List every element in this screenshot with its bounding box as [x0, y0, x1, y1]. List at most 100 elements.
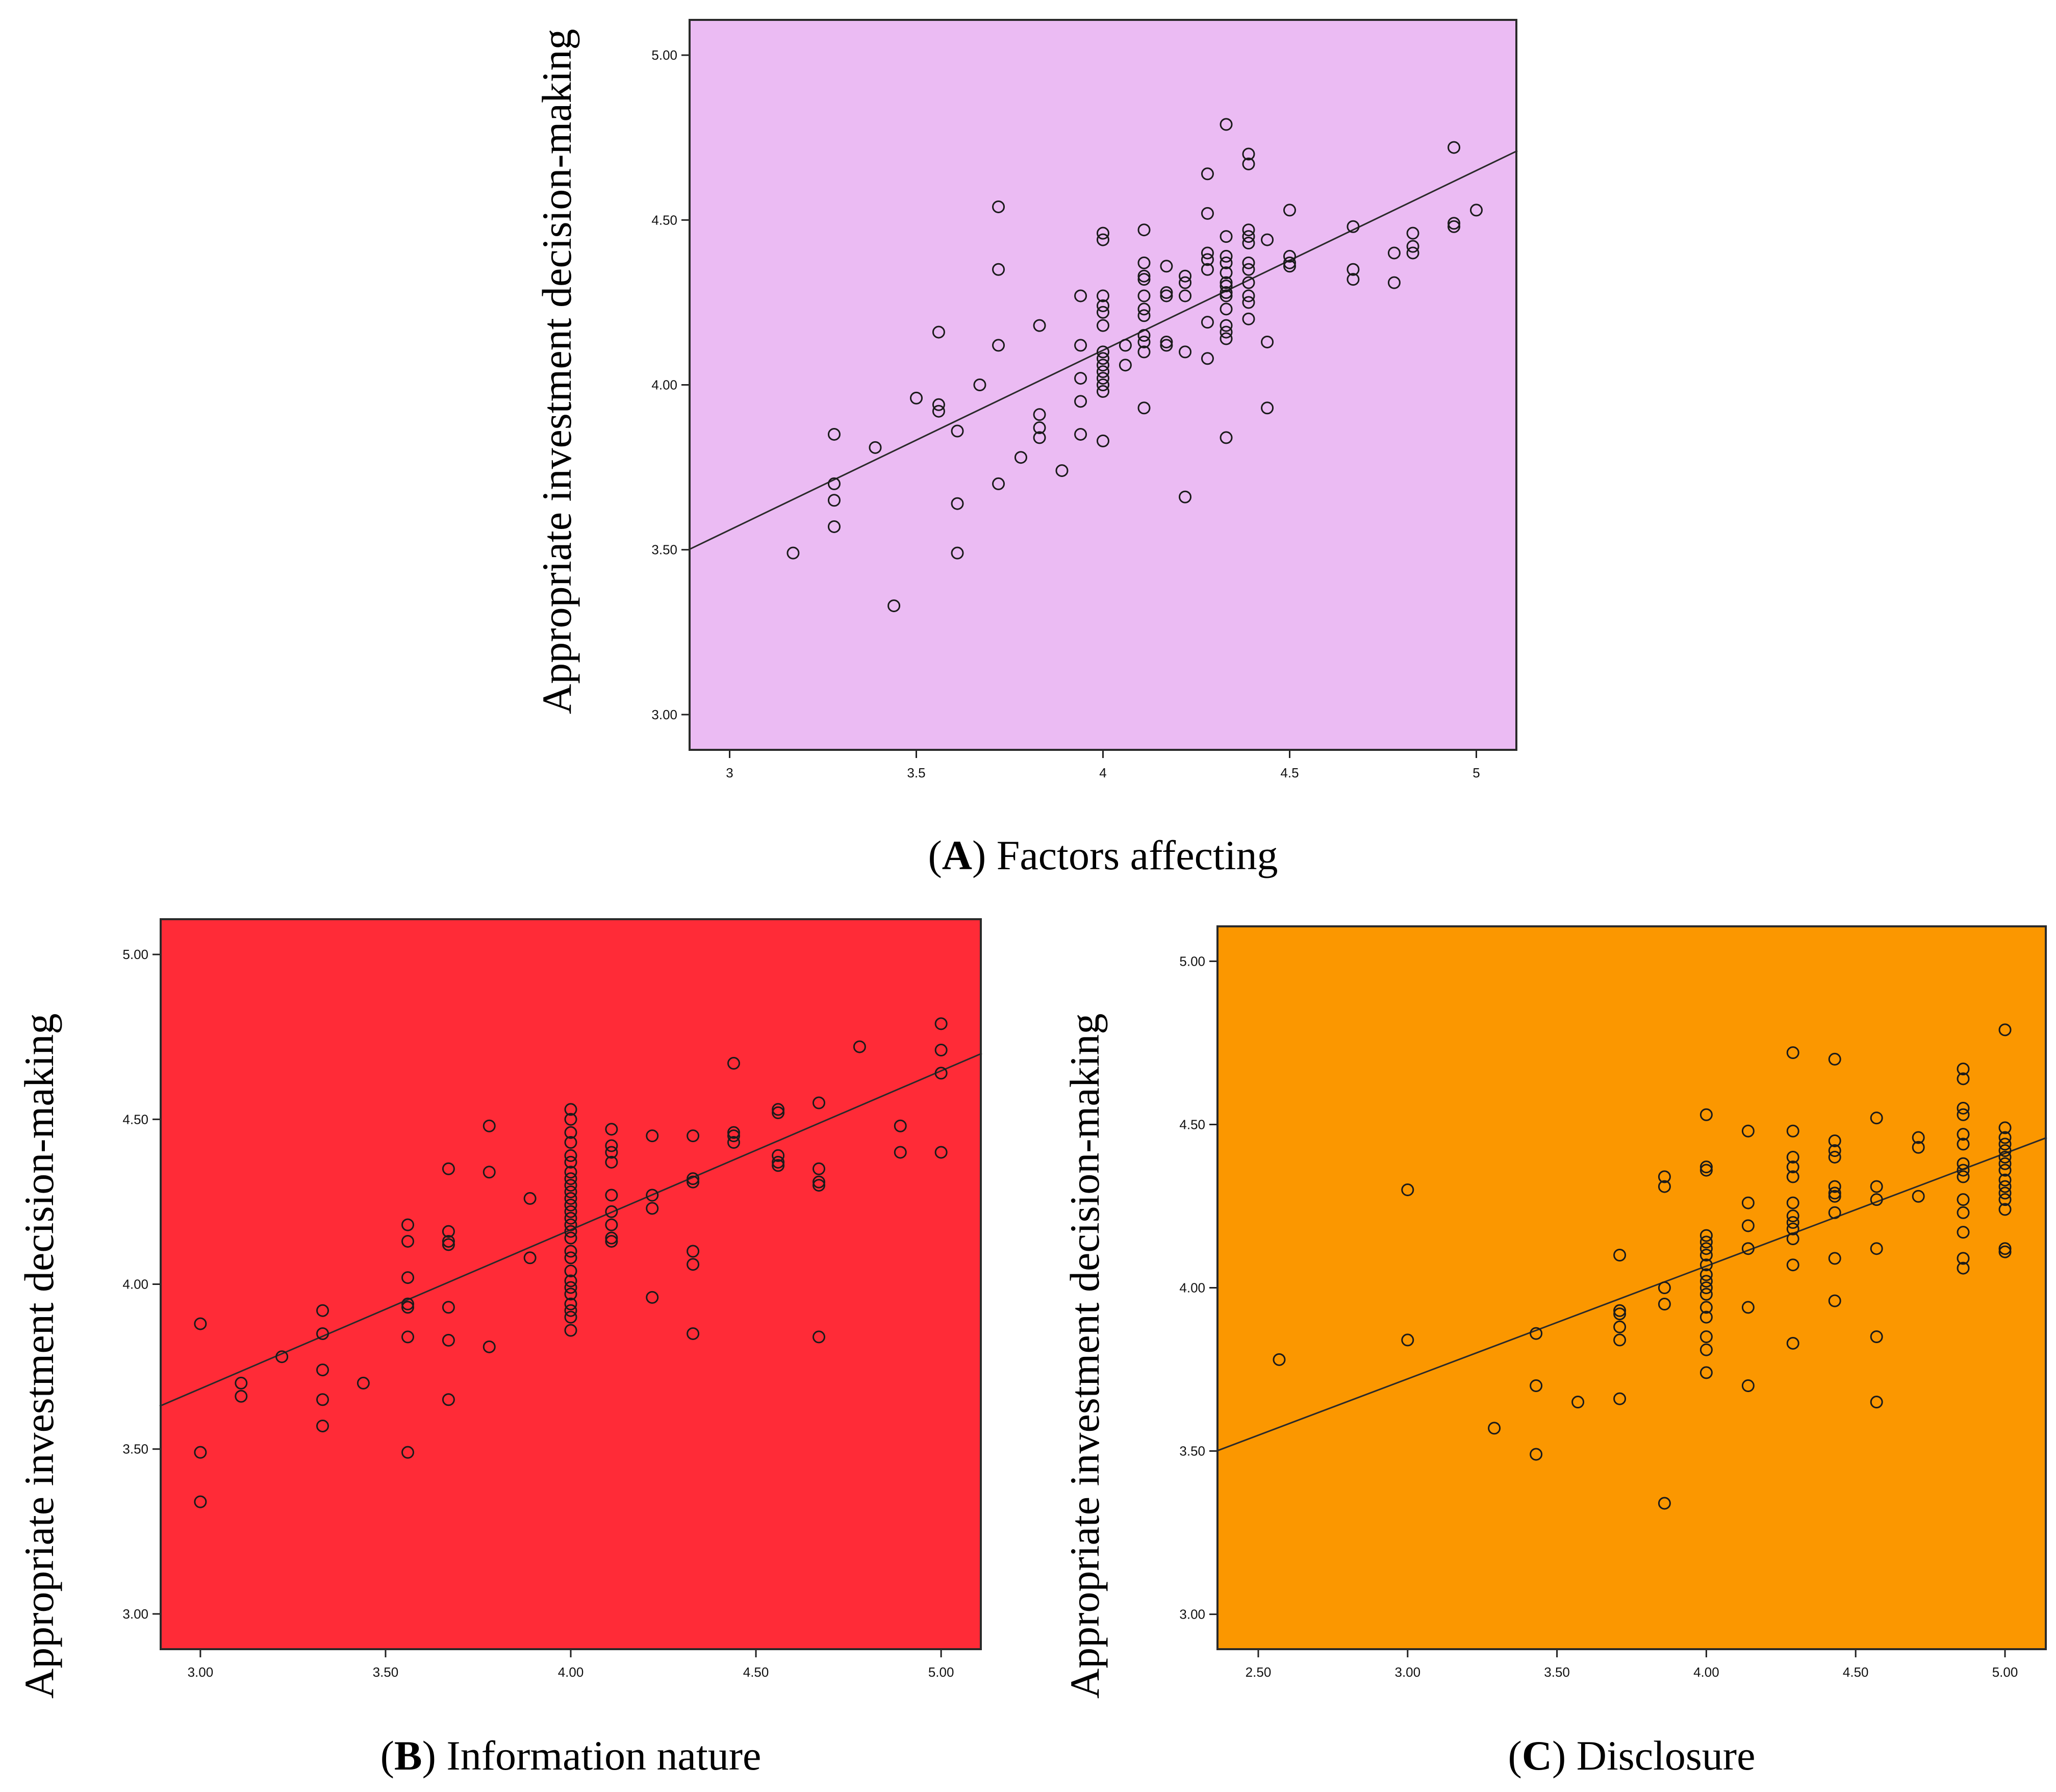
fit-line-a: [688, 150, 1518, 551]
data-point-a-27: [1074, 372, 1087, 385]
data-point-c-23: [1699, 1235, 1713, 1249]
x-tick-label-c-4: 4.50: [1843, 1664, 1869, 1680]
data-point-b-28: [483, 1340, 496, 1353]
data-point-b-16: [401, 1301, 415, 1314]
y-tick-label-a-3: 4.50: [651, 212, 677, 228]
data-point-c-96: [1998, 1180, 2012, 1193]
data-point-a-31: [1097, 233, 1109, 246]
data-point-a-62: [1179, 269, 1192, 283]
data-point-a-26: [1074, 339, 1087, 352]
data-point-c-18: [1658, 1497, 1671, 1510]
data-point-a-58: [1160, 286, 1173, 299]
data-point-c-22: [1699, 1229, 1713, 1242]
data-point-a-19: [1014, 451, 1027, 464]
data-point-c-34: [1699, 1343, 1713, 1356]
plot-area-b: [160, 918, 982, 1650]
data-point-a-32: [1097, 289, 1109, 302]
data-point-b-43: [564, 1205, 577, 1218]
caption-text-a: ) Factors affecting: [972, 832, 1278, 878]
y-tick-label-b-1: 3.50: [122, 1442, 148, 1457]
data-point-a-108: [1347, 273, 1360, 286]
data-point-c-62: [1828, 1252, 1841, 1265]
data-point-b-53: [564, 1288, 577, 1301]
data-point-a-90: [1242, 223, 1255, 237]
data-point-a-33: [1097, 299, 1109, 312]
x-tick-label-c-3: 4.00: [1693, 1664, 1719, 1680]
data-point-a-83: [1220, 302, 1233, 316]
data-point-c-39: [1741, 1242, 1755, 1255]
data-point-b-79: [727, 1129, 740, 1143]
data-point-a-74: [1220, 118, 1233, 131]
data-point-a-114: [1448, 141, 1461, 154]
data-point-a-76: [1220, 249, 1233, 263]
data-point-a-110: [1387, 276, 1401, 289]
data-point-b-10: [316, 1419, 329, 1432]
data-point-c-38: [1741, 1219, 1755, 1232]
data-point-b-95: [934, 1044, 948, 1057]
data-point-b-46: [564, 1225, 577, 1238]
data-point-c-14: [1658, 1170, 1671, 1183]
data-point-a-67: [1201, 167, 1214, 181]
data-point-c-67: [1870, 1242, 1883, 1255]
data-point-b-85: [772, 1159, 785, 1172]
data-point-b-77: [727, 1056, 740, 1070]
data-point-b-1: [194, 1446, 207, 1459]
data-point-a-59: [1160, 289, 1173, 302]
data-point-c-66: [1870, 1193, 1883, 1206]
data-point-b-64: [605, 1218, 618, 1231]
data-point-c-59: [1828, 1187, 1841, 1200]
data-point-c-72: [1912, 1190, 1925, 1203]
data-point-c-45: [1786, 1160, 1799, 1174]
data-point-c-19: [1699, 1108, 1713, 1121]
data-point-a-92: [1242, 237, 1255, 250]
data-point-a-68: [1201, 207, 1214, 220]
data-point-b-14: [401, 1271, 415, 1284]
data-point-a-8: [932, 325, 945, 339]
x-tick-label-b-0: 3.00: [188, 1664, 214, 1680]
data-point-a-34: [1097, 306, 1109, 319]
data-point-a-54: [1137, 335, 1151, 348]
data-point-a-80: [1220, 280, 1233, 293]
data-point-c-40: [1741, 1301, 1755, 1314]
data-point-a-72: [1201, 316, 1214, 329]
data-point-c-25: [1699, 1248, 1713, 1261]
data-point-a-56: [1137, 401, 1151, 415]
data-point-b-91: [853, 1040, 866, 1053]
data-point-a-106: [1347, 220, 1360, 233]
data-point-b-75: [687, 1258, 700, 1271]
data-point-a-28: [1074, 395, 1087, 408]
data-point-a-97: [1242, 296, 1255, 309]
data-point-a-116: [1448, 220, 1461, 233]
data-point-a-100: [1261, 335, 1274, 348]
data-point-c-99: [1998, 1203, 2012, 1216]
data-point-c-7: [1571, 1396, 1585, 1409]
x-tick-label-b-2: 4.00: [558, 1664, 584, 1680]
data-point-a-98: [1242, 312, 1255, 325]
data-point-c-75: [1957, 1101, 1970, 1115]
data-point-b-58: [605, 1123, 618, 1136]
data-point-c-2: [1401, 1333, 1414, 1347]
x-tick-label-b-4: 5.00: [928, 1664, 954, 1680]
data-point-a-113: [1406, 246, 1419, 260]
caption-text-c: ) Disclosure: [1552, 1732, 1756, 1779]
data-point-a-30: [1097, 226, 1109, 240]
data-point-a-87: [1220, 431, 1233, 444]
data-point-b-37: [564, 1166, 577, 1179]
plot-area-a: [689, 19, 1517, 751]
x-tick-label-b-1: 3.50: [373, 1664, 399, 1680]
data-point-c-92: [1998, 1150, 2012, 1164]
data-point-a-86: [1220, 332, 1233, 345]
data-point-a-48: [1137, 269, 1151, 283]
data-point-a-103: [1283, 249, 1296, 263]
data-point-b-26: [483, 1119, 496, 1132]
data-point-b-31: [564, 1103, 577, 1116]
data-point-c-88: [1998, 1121, 2012, 1134]
data-point-a-81: [1220, 286, 1233, 299]
data-point-a-71: [1201, 263, 1214, 276]
data-point-c-42: [1786, 1046, 1799, 1059]
y-tick-label-b-0: 3.00: [122, 1606, 148, 1622]
data-point-a-39: [1097, 365, 1109, 378]
data-point-c-90: [1998, 1138, 2012, 1151]
data-point-c-81: [1957, 1170, 1970, 1183]
